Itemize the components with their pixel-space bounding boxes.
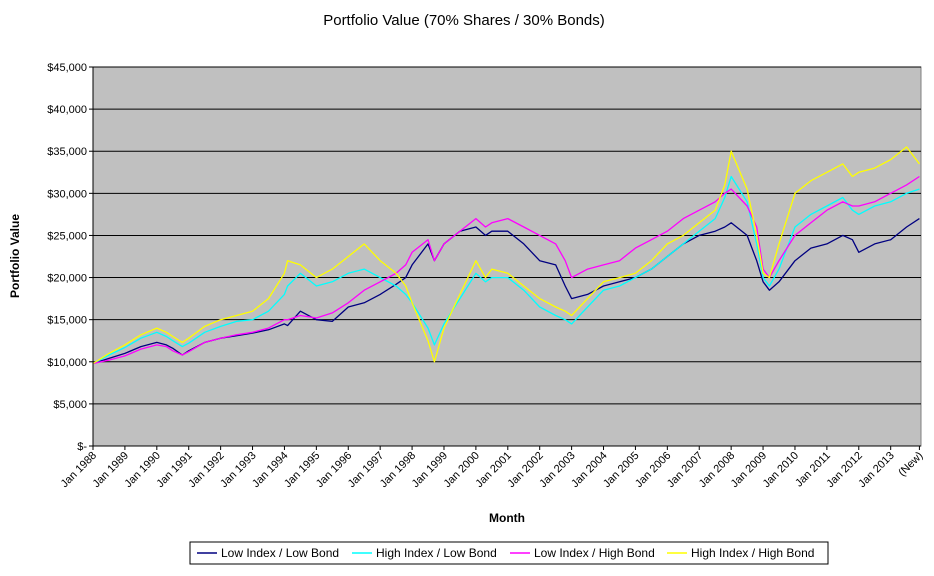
y-tick-label: $10,000 xyxy=(47,357,87,369)
x-tick-label: (New) xyxy=(896,450,925,479)
legend-label: Low Index / Low Bond xyxy=(221,546,339,560)
plot-area xyxy=(92,66,922,447)
series-line xyxy=(92,175,920,365)
legend: Low Index / Low Bond High Index / Low Bon… xyxy=(189,541,829,565)
y-tick-label: $40,000 xyxy=(47,104,87,116)
chart-title: Portfolio Value (70% Shares / 30% Bonds) xyxy=(323,12,605,29)
y-axis-label: Portfolio Value xyxy=(8,214,22,298)
y-tick-label: $35,000 xyxy=(47,146,87,158)
legend-label: Low Index / High Bond xyxy=(534,546,655,560)
y-axis-ticks: $- $5,000 $10,000 $15,000 $20,000 $25,000 $30,… xyxy=(47,62,93,453)
legend-label: High Index / High Bond xyxy=(691,546,814,560)
legend-label: High Index / Low Bond xyxy=(376,546,497,560)
y-tick-label: $20,000 xyxy=(47,273,87,285)
y-tick-label: $25,000 xyxy=(47,230,87,242)
grid-lines xyxy=(93,66,921,405)
series-lines xyxy=(92,146,920,365)
x-axis-label: Month xyxy=(489,511,525,525)
y-tick-label: $30,000 xyxy=(47,188,87,200)
y-tick-label: $5,000 xyxy=(53,399,87,411)
series-line xyxy=(92,146,920,365)
y-tick-label: $- xyxy=(77,441,87,453)
y-tick-label: $15,000 xyxy=(47,315,87,327)
series-line xyxy=(92,175,920,365)
y-tick-label: $45,000 xyxy=(47,62,87,74)
legend-box xyxy=(189,541,829,565)
